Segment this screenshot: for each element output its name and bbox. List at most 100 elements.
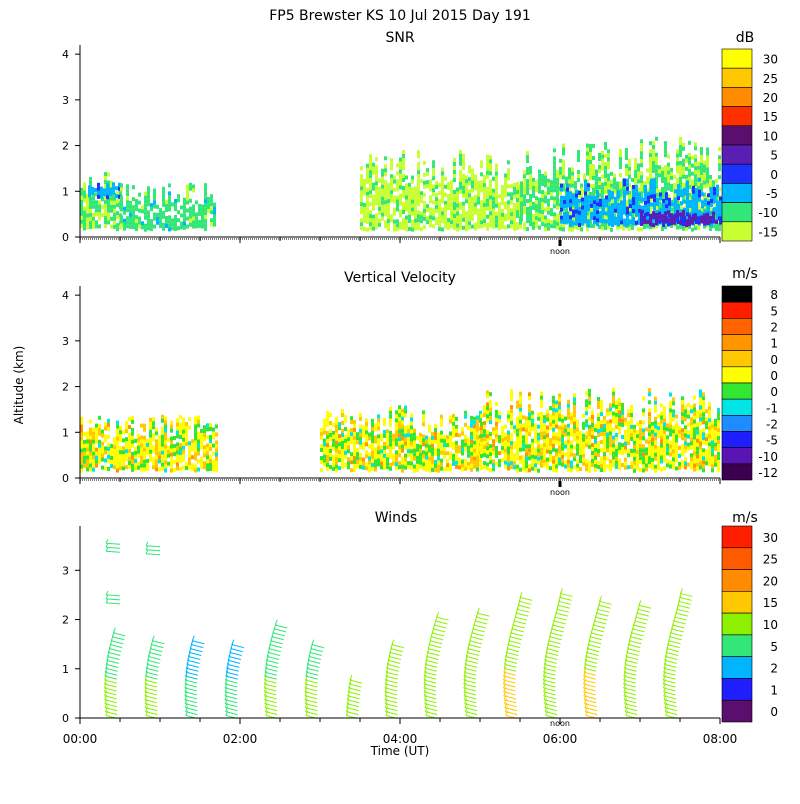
heat-cell [201,216,204,220]
heat-cell [650,179,653,183]
heat-cell [682,214,685,218]
heat-cell [569,207,572,211]
heat-cell [614,201,617,205]
heat-cell [207,197,210,201]
heat-cell [464,459,467,463]
heat-cell [414,210,417,214]
heat-cell [672,417,675,421]
heat-cell [398,437,401,441]
heat-cell [386,429,389,433]
heat-cell [143,444,146,448]
heat-cell [135,227,138,231]
wind-barb [350,680,362,683]
heat-cell [519,400,522,404]
heat-cell [188,425,191,429]
heat-cell [161,427,164,431]
heat-cell [98,208,101,212]
heat-cell [417,166,420,170]
heat-cell [621,411,624,415]
heat-cell [452,414,455,418]
heat-cell [534,447,537,451]
heat-cell [563,196,566,200]
heat-cell [670,172,673,176]
heat-cell [438,211,441,215]
heat-cell [575,206,578,210]
heat-cell [387,199,390,203]
heat-cell [116,211,119,215]
heat-cell [510,453,513,457]
y-tick-label: 0 [62,231,69,244]
wind-barb [229,656,241,659]
heat-cell [92,432,95,436]
wind-barb [225,688,237,691]
heat-cell [585,423,588,427]
heat-cell [387,219,390,223]
heat-cell [544,191,547,195]
heat-cell [474,227,477,231]
heat-cell [681,404,684,408]
heat-cell [576,440,579,444]
heat-cell [434,424,437,428]
heat-cell [651,434,654,438]
heat-cell [123,211,126,215]
heat-cell [126,192,129,196]
heat-cell [486,195,489,199]
heat-cell [396,195,399,199]
heat-cell [440,415,443,419]
heat-cell [192,185,195,189]
heat-cell [712,212,715,216]
heat-cell [672,397,675,401]
heat-cell [150,223,153,227]
heat-cell [450,212,453,216]
heat-cell [613,178,616,182]
heat-cell [86,214,89,218]
heat-cell [441,171,444,175]
heat-cell [513,211,516,215]
heat-cell [372,207,375,211]
heat-cell [704,202,707,206]
heat-cell [176,466,179,470]
heat-cell [706,167,709,171]
heat-cell [176,458,179,462]
heat-cell [618,458,621,462]
heat-cell [600,468,603,472]
heat-cell [423,205,426,209]
heat-cell [440,419,443,423]
heat-cell [695,200,698,204]
heat-cell [537,425,540,429]
heat-cell [422,422,425,426]
heat-cell [520,197,523,201]
heat-cell [356,432,359,436]
heat-cell [596,214,599,218]
heat-cell [359,417,362,421]
heat-cell [161,439,164,443]
heat-cell [604,226,607,230]
heat-cell [375,197,378,201]
heat-cell [519,225,522,229]
heat-cell [644,197,647,201]
heat-cell [510,393,513,397]
heat-cell [566,212,569,216]
heat-cell [672,401,675,405]
heat-cell [602,203,605,207]
heat-cell [444,213,447,217]
heat-cell [507,172,510,176]
heat-cell [359,457,362,461]
wind-barb [185,692,197,695]
heat-cell [519,408,522,412]
heat-cell [618,418,621,422]
heat-cell [419,465,422,469]
heat-cell [516,190,519,194]
heat-cell [197,460,200,464]
heat-cell [140,444,143,448]
heat-cell [564,433,567,437]
heat-cell [528,404,531,408]
heat-cell [513,215,516,219]
heat-cell [132,225,135,229]
heat-cell [690,465,693,469]
heat-cell [423,193,426,197]
heat-cell [681,452,684,456]
heat-cell [492,217,495,221]
heat-cell [625,168,628,172]
heat-cell [185,434,188,438]
